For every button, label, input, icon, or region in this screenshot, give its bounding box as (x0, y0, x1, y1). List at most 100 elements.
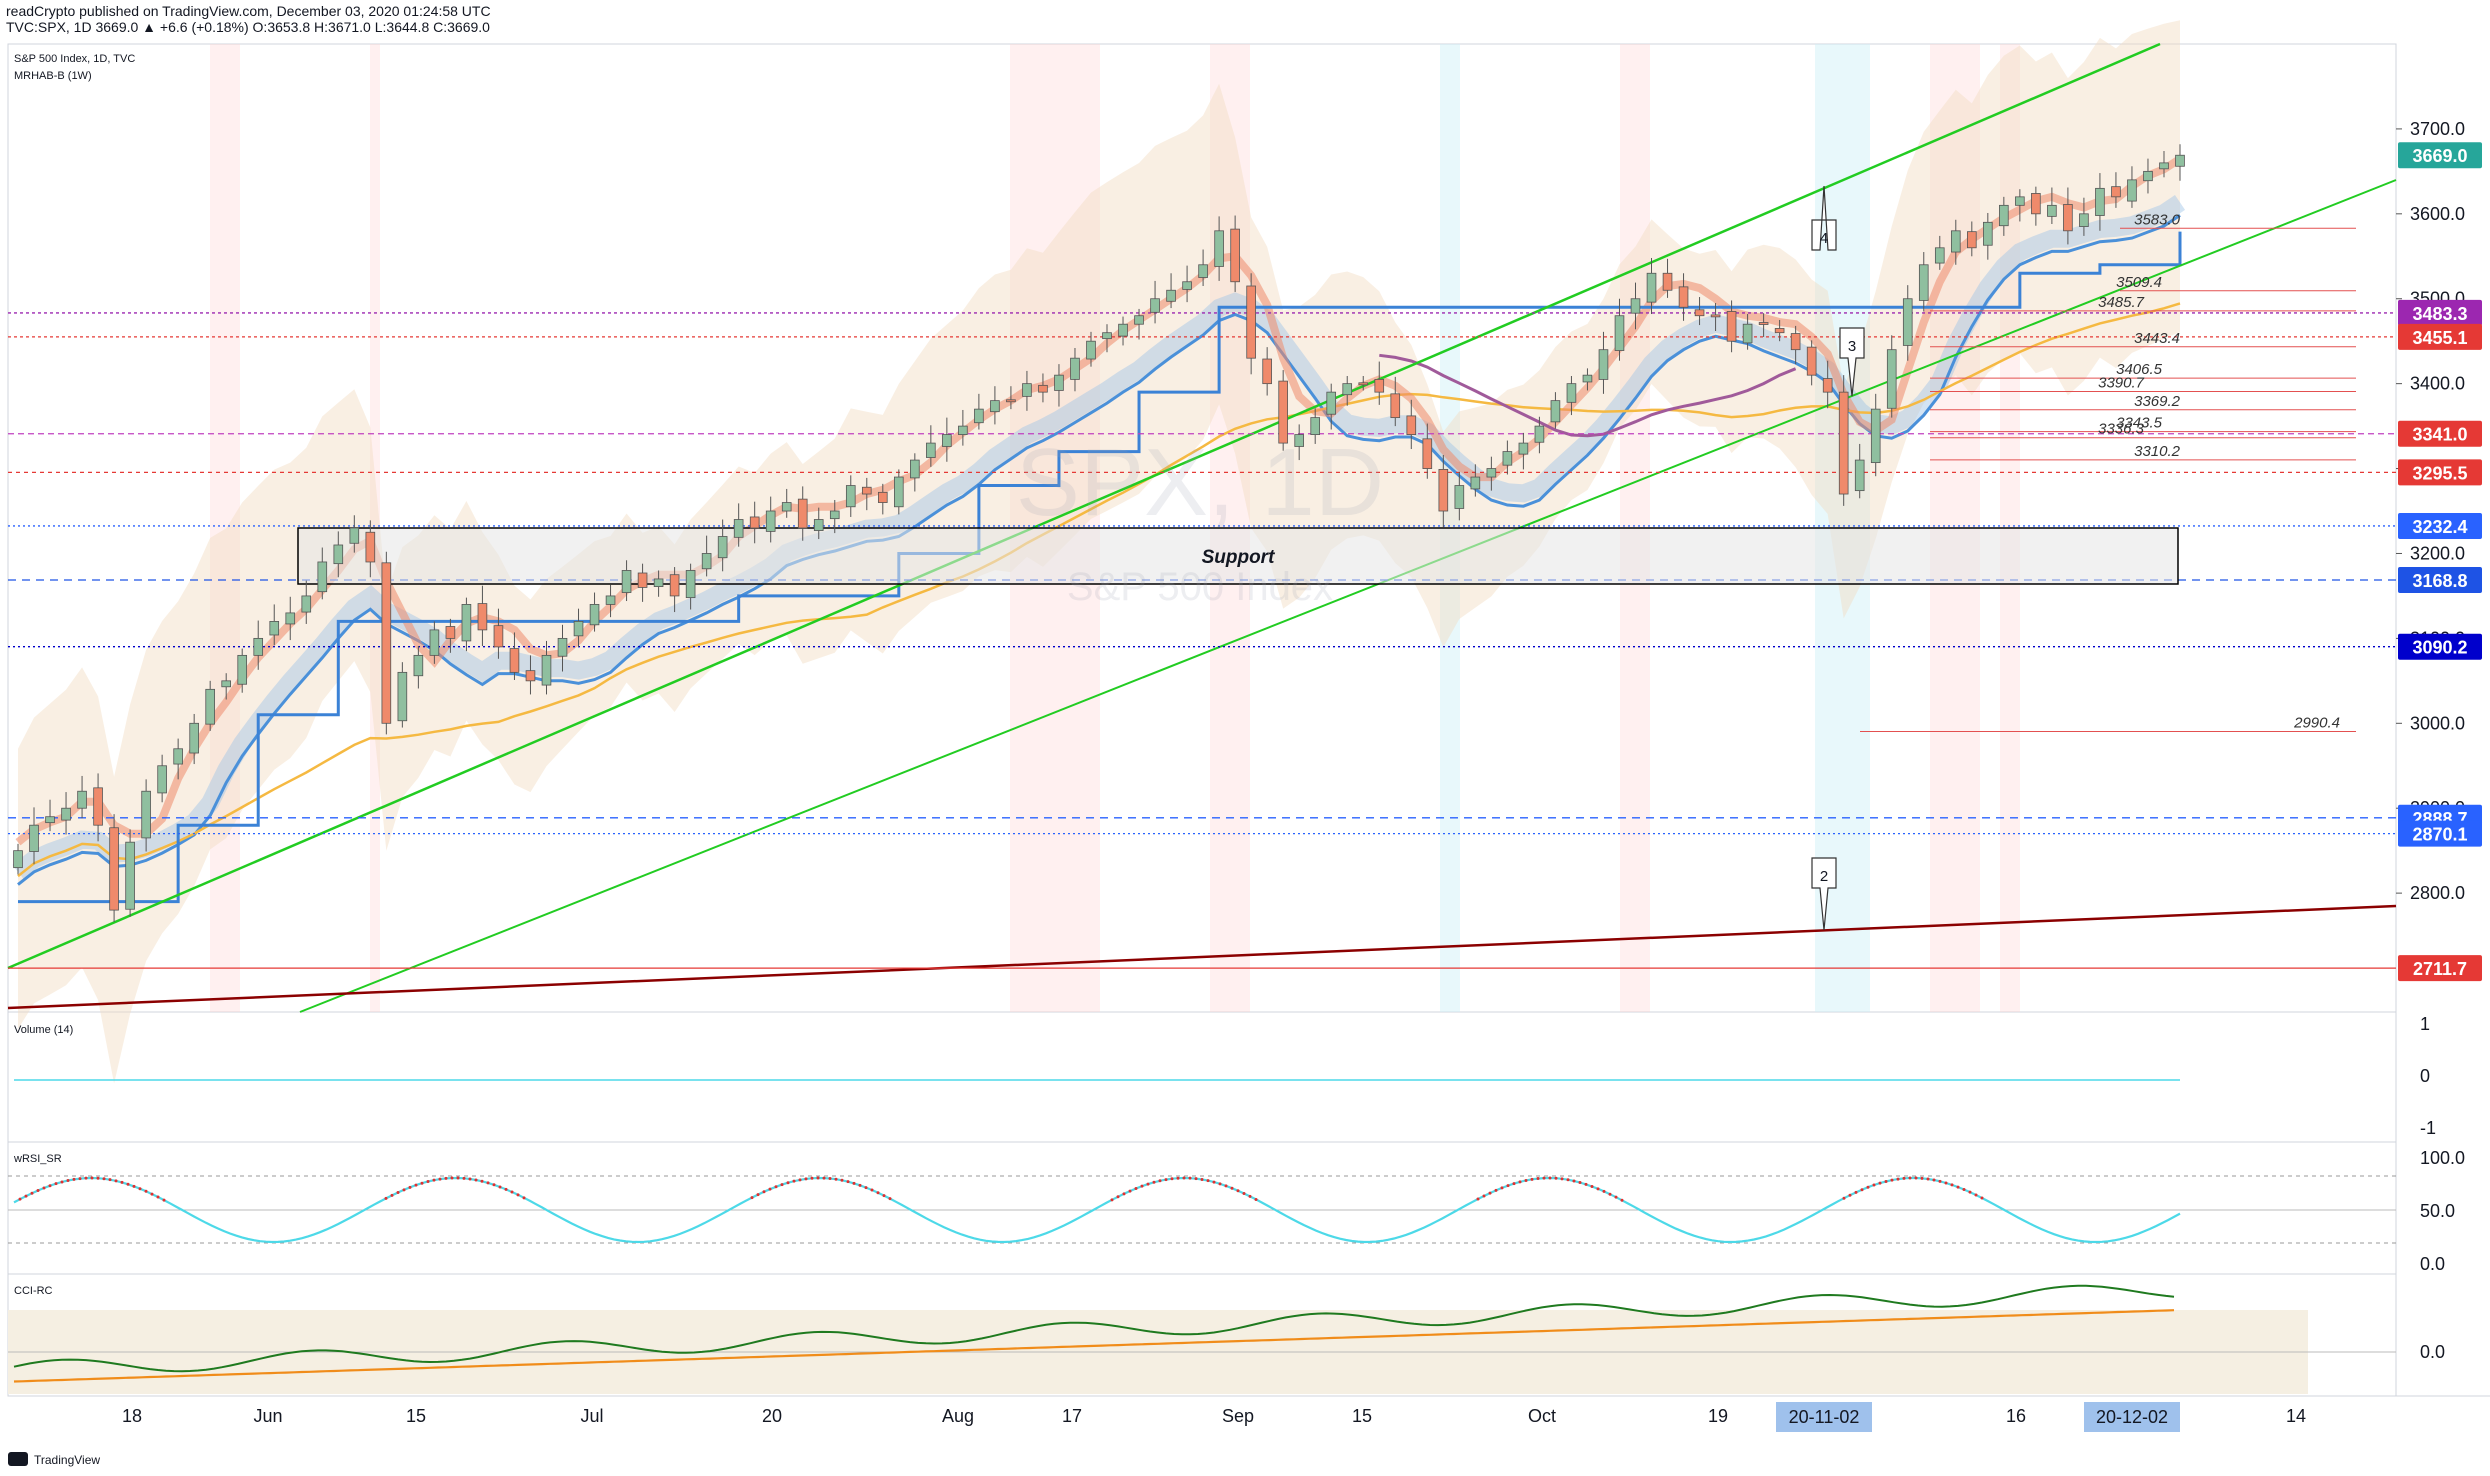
rsi-red-dot (498, 1185, 502, 1189)
callouts: 4 3 2 (1811, 185, 1865, 931)
rsi-red-dot (1212, 1180, 1216, 1184)
rsi-red-dot (1872, 1183, 1876, 1187)
rsi-red-dot (504, 1187, 508, 1191)
cci-pane: CCI-RC 0.0 (8, 1284, 2445, 1394)
rsi-red-dot (1140, 1184, 1144, 1188)
rsi-red-dot (162, 1198, 166, 1202)
rsi-red-dot (1122, 1192, 1126, 1196)
rsi-red-dot (1188, 1176, 1192, 1180)
rsi-red-dot (1914, 1176, 1918, 1180)
candle-body (1822, 378, 1833, 393)
candle-body (1950, 230, 1961, 253)
rsi-red-dot (390, 1193, 394, 1197)
candle-body (413, 654, 424, 677)
rsi-red-dot (1206, 1179, 1210, 1183)
watermark: SPX, 1D S&P 500 Index (1016, 429, 1384, 609)
rsi-red-dot (888, 1197, 892, 1201)
rsi-red-dot (1554, 1176, 1558, 1180)
rsi-red-dot (1134, 1187, 1138, 1191)
price-badge-label: 3455.1 (2412, 328, 2467, 348)
level-label: 3310.2 (2134, 443, 2181, 460)
support-zone[interactable]: Support (297, 527, 2179, 585)
rsi-tick: 50.0 (2420, 1201, 2455, 1221)
rsi-red-dot (1956, 1185, 1960, 1189)
rsi-red-dot (1116, 1195, 1120, 1199)
candle-body (205, 688, 215, 725)
candle-body (653, 578, 664, 587)
ma-blue (17, 213, 2181, 886)
candle-body (733, 519, 744, 538)
candle-body (1726, 311, 1737, 342)
rsi-red-dot (396, 1190, 400, 1194)
candle-body (45, 816, 55, 824)
rsi-red-dot (1506, 1184, 1510, 1188)
rsi-red-dot (882, 1194, 886, 1198)
candle-body (13, 850, 23, 869)
candle-body (910, 459, 920, 479)
y-tick-label: 3700.0 (2410, 119, 2465, 139)
candle-body (2095, 187, 2105, 216)
y-tick-label: 3600.0 (2410, 204, 2465, 224)
price-badge (2398, 420, 2482, 447)
rsi-red-dot (1242, 1191, 1246, 1195)
candle-body (157, 765, 167, 794)
rsi-red-dot (480, 1179, 484, 1183)
candle-body (1134, 315, 1144, 325)
rsi-red-dot (1974, 1193, 1978, 1197)
candle-body (2175, 154, 2185, 167)
candle-body (333, 544, 344, 565)
rsi-red-dot (834, 1177, 838, 1181)
rsi-red-dot (804, 1177, 808, 1181)
ma-orange (17, 302, 2181, 878)
rsi-red-dot (78, 1177, 82, 1181)
price-badge-label: 3483.3 (2412, 304, 2467, 324)
rsi-red-dot (156, 1195, 160, 1199)
rsi-ticks: 100.0 50.0 0.0 (2420, 1148, 2465, 1274)
candle-body (1518, 442, 1529, 455)
rsi-red-dot (786, 1181, 790, 1185)
candle-body (1806, 346, 1817, 376)
cci-tick: 0.0 (2420, 1342, 2445, 1362)
x-tick-label: Sep (1222, 1406, 1254, 1426)
candle-body (1886, 349, 1897, 409)
y-tick-label: 3400.0 (2410, 374, 2465, 394)
rsi-red-dot (1542, 1176, 1546, 1180)
rsi-red-dot (1842, 1196, 1846, 1200)
candle-body (1182, 281, 1192, 290)
price-badge (2398, 299, 2482, 326)
price-badge-label: 3341.0 (2412, 425, 2467, 445)
candle-body (813, 519, 824, 531)
candle-body (1934, 247, 1945, 264)
candle-body (109, 827, 119, 911)
candle-body (1326, 391, 1337, 415)
rsi-red-dot (756, 1193, 760, 1197)
rsi-red-dot (1224, 1184, 1228, 1188)
rsi-red-dot (1560, 1177, 1564, 1181)
candle-body (477, 603, 488, 631)
price-badge-label: 3090.2 (2412, 638, 2467, 658)
rsi-red-dot (1854, 1190, 1858, 1194)
rsi-red-dot (1932, 1178, 1936, 1182)
green-channel-lower (299, 179, 2397, 1013)
candle-body (926, 442, 936, 458)
rsi-red-dot (1488, 1191, 1492, 1195)
trend-bands (18, 20, 2180, 1084)
candle-body (349, 527, 360, 544)
candle-body (1086, 340, 1096, 360)
candle-body (429, 629, 440, 656)
rsi-red-dot (120, 1180, 124, 1184)
tradingview-logo[interactable]: TradingView (8, 1452, 100, 1467)
cci-signal (13, 1309, 2175, 1383)
x-tick-label: Aug (942, 1406, 974, 1426)
candle-body (1070, 357, 1080, 380)
candle-body (301, 595, 312, 613)
rsi-red-dot (108, 1178, 112, 1182)
rsi-red-dot (30, 1191, 34, 1195)
rsi-red-dot (792, 1179, 796, 1183)
candle-body (317, 561, 328, 593)
rsi-red-dot (36, 1189, 40, 1193)
rsi-lines (13, 1176, 2181, 1244)
rsi-red-dot (114, 1179, 118, 1183)
candle-body (1870, 408, 1881, 464)
